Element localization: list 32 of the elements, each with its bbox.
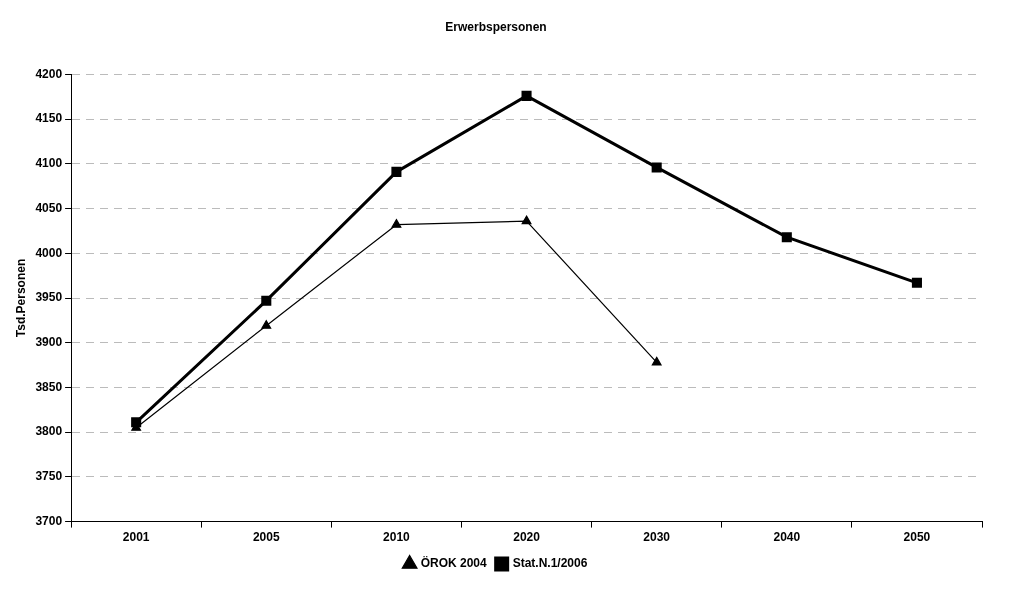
y-tick-label: 3700 xyxy=(35,513,63,528)
legend-label: Stat.N.1/2006 xyxy=(512,556,588,571)
y-tick-label: 3950 xyxy=(35,290,63,305)
y-tick-label: 4050 xyxy=(35,200,63,215)
y-tick-label: 3750 xyxy=(35,469,63,484)
point xyxy=(391,166,402,177)
x-tick-label: 2020 xyxy=(513,530,541,545)
y-tick-label: 4000 xyxy=(35,245,63,260)
legend-label: ÖROK 2004 xyxy=(420,555,487,571)
y-axis-title: Tsd.Personen xyxy=(13,258,28,338)
x-tick-label: 2030 xyxy=(643,530,671,545)
point xyxy=(521,215,532,225)
point xyxy=(911,277,922,288)
y-tick-label: 4200 xyxy=(35,66,63,81)
point xyxy=(651,162,662,173)
point xyxy=(391,219,402,228)
y-tick-label: 3900 xyxy=(35,335,63,350)
chart-title: Erwerbspersonen xyxy=(445,19,547,34)
point xyxy=(261,295,272,306)
x-tick-label: 2050 xyxy=(903,530,931,545)
x-tick-label: 2010 xyxy=(383,530,411,545)
y-tick-label: 3850 xyxy=(35,379,63,394)
x-tick-label: 2040 xyxy=(773,530,801,545)
y-tick-label: 3800 xyxy=(35,424,63,439)
point xyxy=(651,356,662,366)
x-tick-label: 2005 xyxy=(252,530,280,545)
point xyxy=(781,232,792,243)
x-tick-label: 2001 xyxy=(122,530,150,545)
point xyxy=(521,90,532,101)
y-tick-label: 4150 xyxy=(35,111,63,126)
point xyxy=(261,320,272,329)
y-tick-label: 4100 xyxy=(35,156,63,171)
